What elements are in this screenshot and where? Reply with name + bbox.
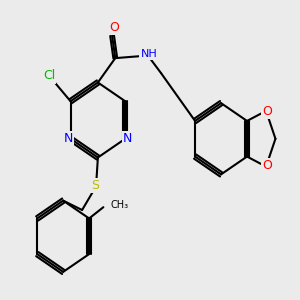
Text: S: S <box>91 179 99 192</box>
Text: NH: NH <box>140 50 157 59</box>
Text: N: N <box>123 132 133 145</box>
Text: N: N <box>63 132 73 145</box>
Text: CH₃: CH₃ <box>110 200 128 210</box>
Text: O: O <box>262 105 272 118</box>
Text: O: O <box>262 159 272 172</box>
Text: Cl: Cl <box>43 69 55 82</box>
Text: O: O <box>110 21 120 34</box>
